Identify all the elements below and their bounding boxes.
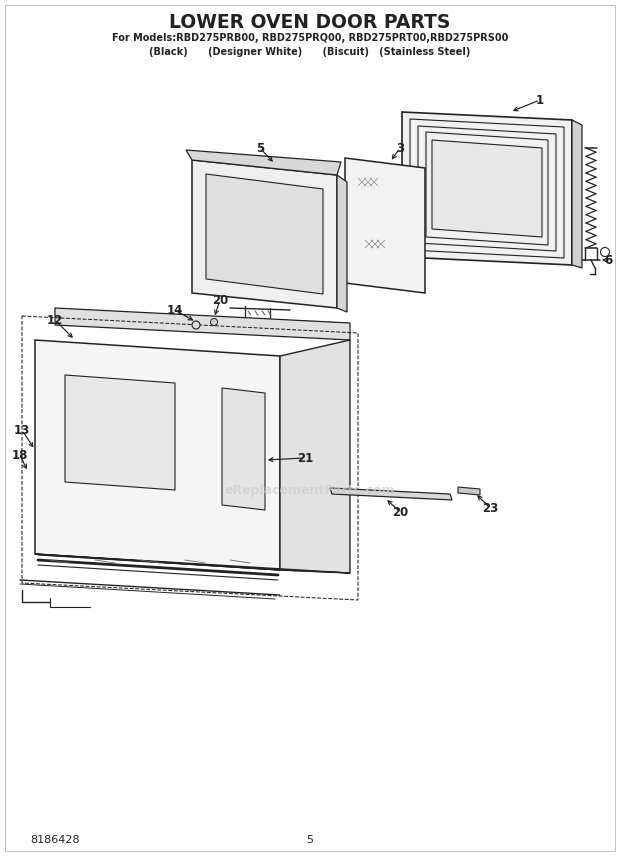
Text: 20: 20 (212, 294, 228, 306)
Text: For Models:RBD275PRB00, RBD275PRQ00, RBD275PRT00,RBD275PRS00: For Models:RBD275PRB00, RBD275PRQ00, RBD… (112, 33, 508, 43)
Text: 18: 18 (12, 449, 28, 461)
Polygon shape (280, 340, 350, 573)
Text: (Black)      (Designer White)      (Biscuit)   (Stainless Steel): (Black) (Designer White) (Biscuit) (Stai… (149, 47, 471, 57)
Text: 5: 5 (306, 835, 314, 845)
Circle shape (192, 321, 200, 329)
Polygon shape (432, 140, 542, 237)
Text: 1: 1 (536, 93, 544, 106)
Polygon shape (35, 340, 280, 570)
Polygon shape (35, 554, 350, 573)
Text: 5: 5 (256, 141, 264, 154)
Text: 21: 21 (297, 451, 313, 465)
Polygon shape (55, 308, 350, 340)
Text: 8186428: 8186428 (30, 835, 79, 845)
Polygon shape (402, 112, 572, 265)
Circle shape (211, 318, 218, 325)
Text: eReplacementParts.com: eReplacementParts.com (224, 484, 396, 496)
Polygon shape (206, 174, 323, 294)
Polygon shape (65, 375, 175, 490)
Polygon shape (222, 388, 265, 510)
Text: 23: 23 (482, 502, 498, 514)
Text: 12: 12 (47, 313, 63, 326)
Polygon shape (458, 487, 480, 495)
Polygon shape (345, 158, 425, 293)
Polygon shape (192, 160, 337, 308)
Polygon shape (330, 488, 452, 500)
Text: 6: 6 (604, 253, 612, 266)
Text: 20: 20 (392, 506, 408, 519)
Polygon shape (572, 120, 582, 268)
Text: LOWER OVEN DOOR PARTS: LOWER OVEN DOOR PARTS (169, 13, 451, 32)
Polygon shape (186, 150, 341, 175)
Text: 14: 14 (167, 304, 183, 317)
Circle shape (601, 247, 609, 257)
Text: 3: 3 (396, 141, 404, 154)
Text: 13: 13 (14, 424, 30, 437)
Polygon shape (337, 175, 347, 312)
